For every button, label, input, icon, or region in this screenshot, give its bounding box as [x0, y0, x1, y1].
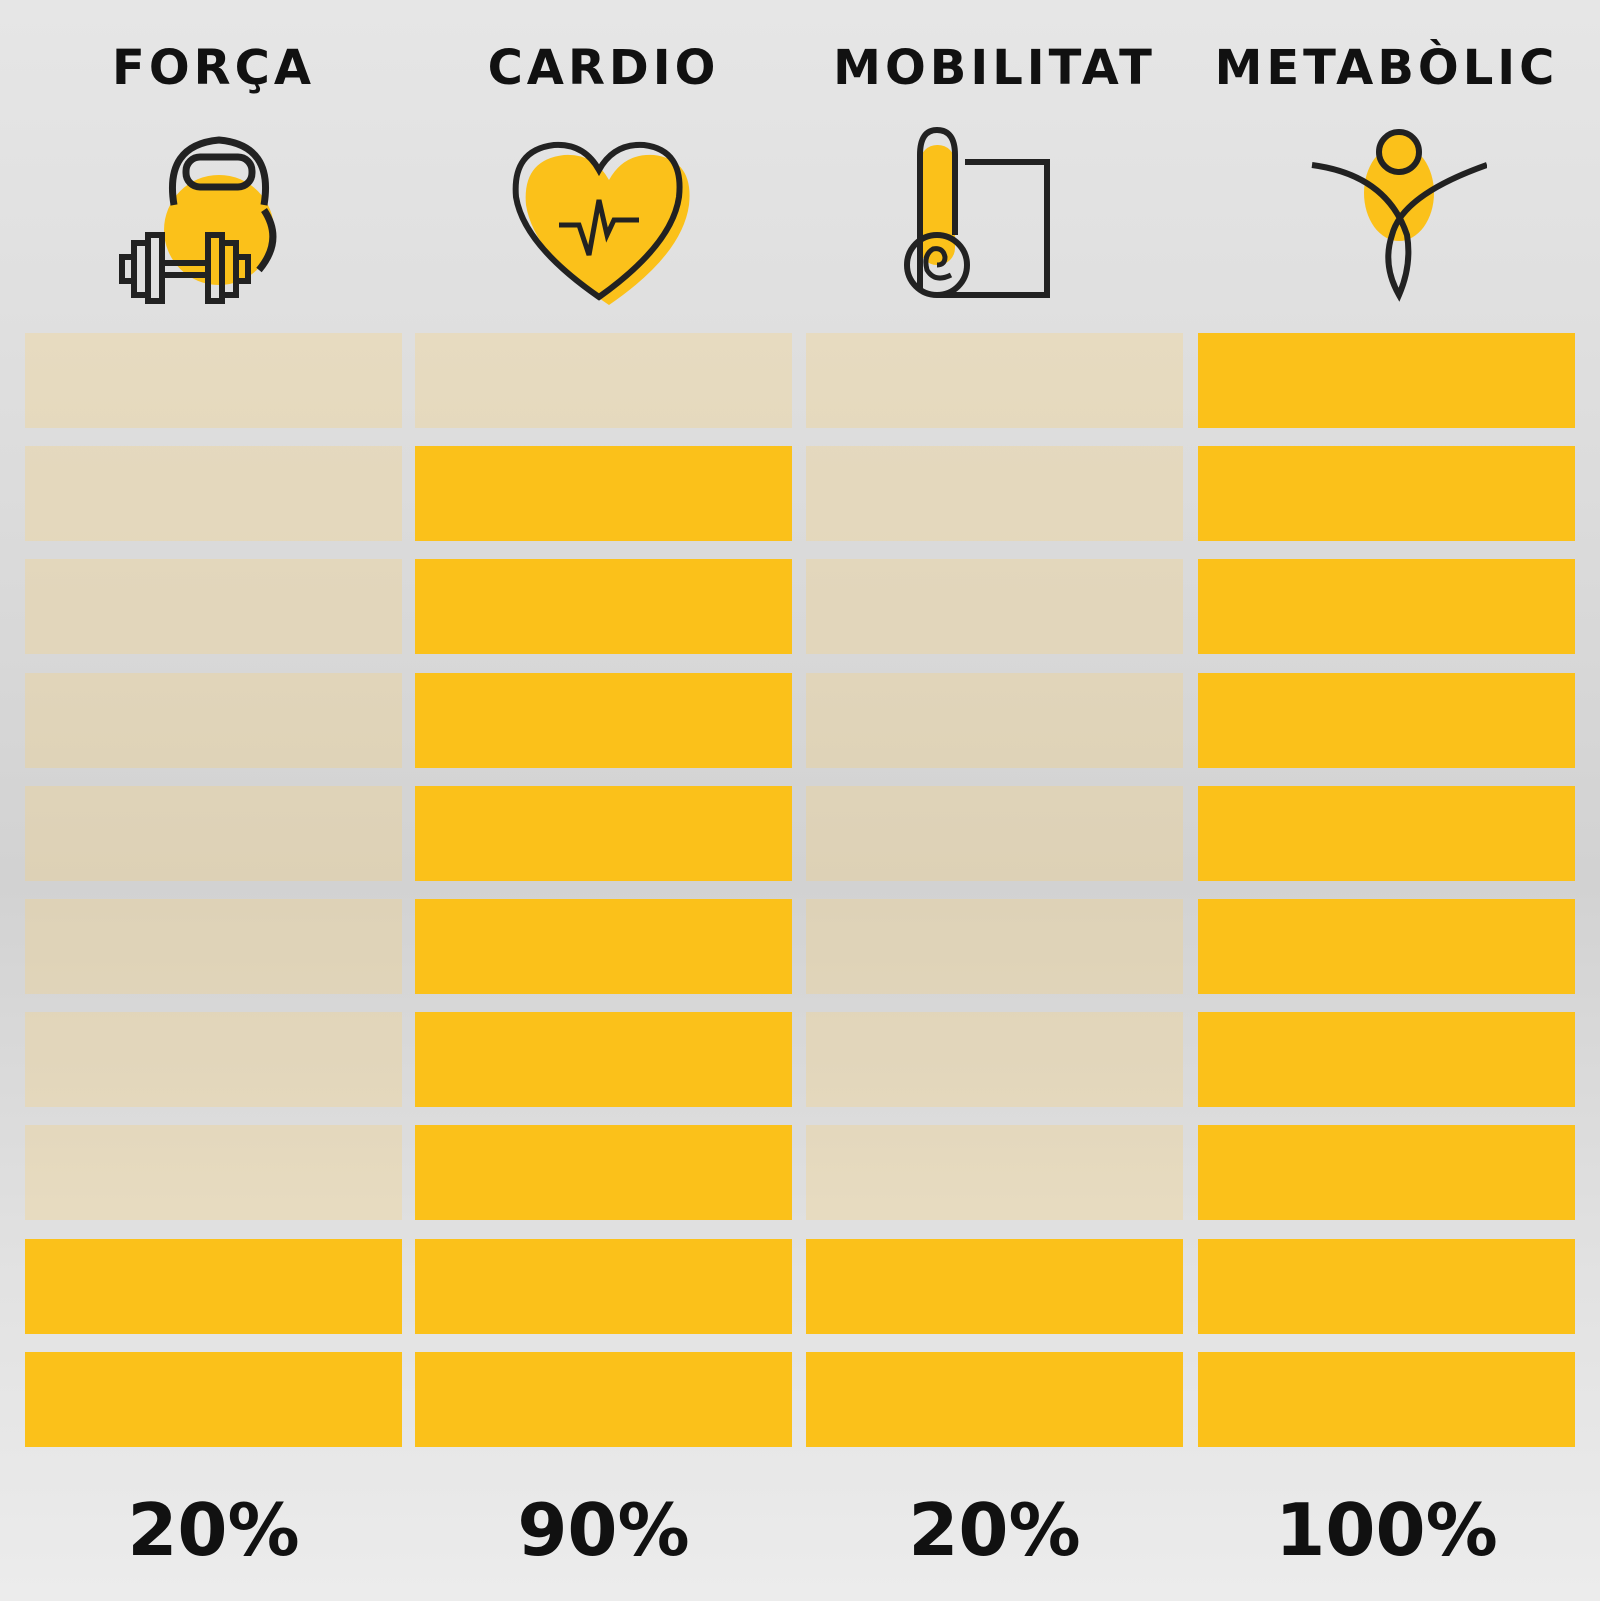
bar-segment-empty	[806, 559, 1183, 655]
category-label: FORÇA	[112, 40, 315, 96]
bar-segment-filled	[1198, 333, 1575, 428]
value-label: 20%	[127, 1488, 300, 1572]
bar-segment-filled	[1198, 559, 1575, 655]
heart-pulse-icon	[512, 141, 690, 305]
bar-segment-empty	[806, 785, 1183, 881]
bar-segment-filled	[415, 1351, 792, 1447]
bar-segment-empty	[25, 1125, 402, 1221]
bar-segment-empty	[806, 1125, 1183, 1221]
bar-segment-filled	[415, 1012, 792, 1108]
bar-segment-filled	[1198, 1351, 1575, 1447]
bar-segment-filled	[806, 1351, 1183, 1447]
yoga-mat-icon	[903, 126, 1050, 298]
bar-segment-empty	[25, 899, 402, 994]
value-label: 100%	[1275, 1488, 1498, 1572]
bar-segment-empty	[806, 672, 1183, 768]
person-stretch-icon	[1311, 129, 1487, 302]
bar-segment-empty	[25, 446, 402, 542]
bar-segment-empty	[806, 446, 1183, 542]
bar-segment-empty	[25, 672, 402, 768]
bar-segment-filled	[1198, 899, 1575, 994]
bar-segment-filled	[806, 1238, 1183, 1334]
bar-segment-filled	[415, 785, 792, 881]
bar-segment-empty	[25, 333, 402, 428]
bar-segment-filled	[1198, 672, 1575, 768]
bar-segment-empty	[25, 559, 402, 655]
bar-segment-filled	[415, 672, 792, 768]
bar-segment-empty	[25, 785, 402, 881]
bar-segment-filled	[1198, 785, 1575, 881]
bar-segment-filled	[415, 1238, 792, 1334]
column-metabolic: METABÒLIC 100%	[1198, 0, 1575, 1601]
bar-segment-filled	[1198, 1012, 1575, 1108]
bar-segment-empty	[806, 333, 1183, 428]
column-forca: FORÇA 20%	[25, 0, 402, 1601]
bar-segment-filled	[1198, 1238, 1575, 1334]
bar-segment-empty	[25, 1012, 402, 1108]
category-label: METABÒLIC	[1214, 40, 1559, 96]
bar-segment-filled	[415, 559, 792, 655]
bar-segment-empty	[806, 1012, 1183, 1108]
bar-segment-empty	[806, 899, 1183, 994]
bar-segment-filled	[415, 1125, 792, 1221]
bar-segment-filled	[1198, 446, 1575, 542]
value-label: 20%	[908, 1488, 1081, 1572]
bar-segment-filled	[1198, 1125, 1575, 1221]
bar-segment-filled	[25, 1351, 402, 1447]
category-label: CARDIO	[487, 40, 720, 96]
bar-segment-filled	[415, 446, 792, 542]
bar-segment-empty	[415, 333, 792, 428]
bar-segment-filled	[25, 1238, 402, 1334]
bar-segment-filled	[415, 899, 792, 994]
value-label: 90%	[517, 1488, 690, 1572]
column-mobilitat: MOBILITAT 20%	[806, 0, 1183, 1601]
category-label: MOBILITAT	[833, 40, 1156, 96]
column-cardio: CARDIO 90%	[415, 0, 792, 1601]
kettlebell-dumbbell-icon	[118, 136, 276, 304]
